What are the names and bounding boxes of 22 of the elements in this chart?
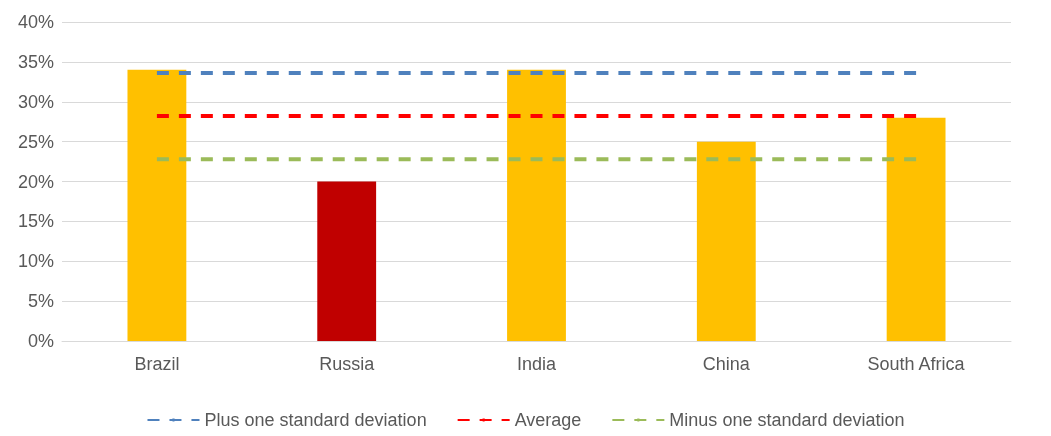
y-tick-label: 40%	[17, 12, 54, 32]
x-tick-label: China	[702, 354, 751, 374]
bar	[696, 141, 756, 341]
y-tick-label: 5%	[27, 291, 54, 312]
bar	[886, 117, 946, 341]
legend-label: Average	[514, 410, 582, 430]
y-tick-label: 10%	[17, 251, 54, 272]
bar	[507, 69, 566, 341]
legend-label: Plus one standard deviation	[204, 410, 427, 430]
legend-label: Minus one standard deviation	[669, 410, 905, 430]
y-tick-label: 35%	[17, 51, 54, 72]
y-tick-label: 25%	[17, 131, 54, 152]
y-tick-label: 20%	[17, 171, 54, 192]
bar	[127, 69, 187, 341]
x-tick-label: Russia	[319, 354, 376, 374]
y-tick-label: 0%	[27, 331, 54, 351]
x-tick-label: India	[516, 354, 557, 374]
x-tick-label: Brazil	[134, 354, 180, 374]
bar	[317, 181, 377, 341]
y-tick-label: 30%	[17, 91, 54, 112]
x-tick-label: South Africa	[867, 354, 966, 374]
y-tick-label: 15%	[17, 211, 54, 232]
